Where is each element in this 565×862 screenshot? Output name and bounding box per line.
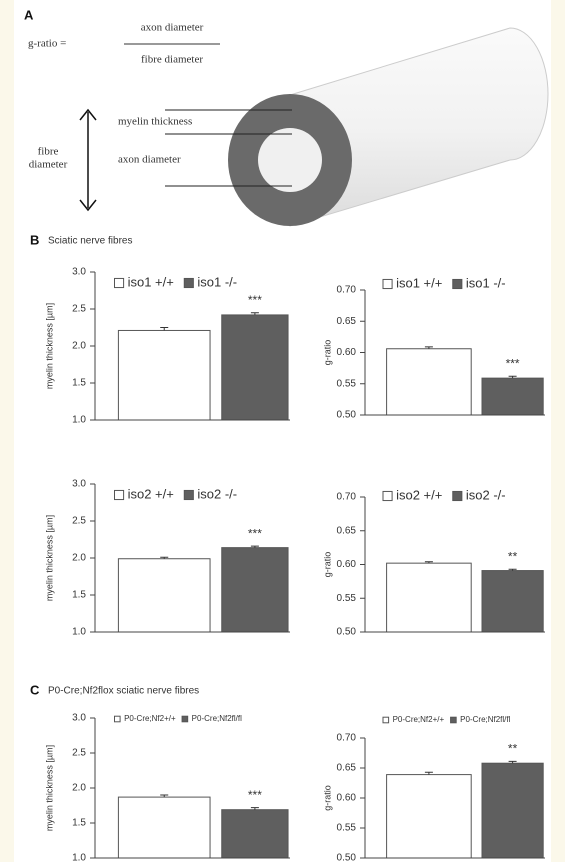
legend-label: iso1 -/-: [466, 275, 506, 290]
y-tick-label: 0.70: [337, 733, 357, 744]
y-tick-label: 0.55: [337, 378, 357, 389]
legend-swatch: [383, 491, 392, 500]
y-tick-label: 0.60: [337, 793, 357, 804]
y-axis-label: g-ratio: [322, 552, 332, 578]
legend-swatch: [453, 279, 462, 288]
legend-label: iso2 +/+: [396, 487, 442, 502]
y-axis-label: myelin thickness [µm]: [44, 515, 54, 601]
panel-label: B: [30, 232, 39, 247]
y-axis-label: myelin thickness [µm]: [44, 303, 54, 389]
legend-swatch: [115, 490, 124, 499]
y-tick-label: 2.5: [72, 516, 86, 527]
legend-swatch: [115, 716, 121, 722]
y-tick-label: 1.0: [72, 853, 86, 862]
significance: ***: [248, 788, 262, 802]
fibre-label: diameter: [29, 159, 68, 171]
panel-title: Sciatic nerve fibres: [48, 236, 132, 247]
significance: **: [508, 549, 518, 563]
y-tick-label: 0.55: [337, 823, 357, 834]
panel-label: A: [24, 7, 34, 22]
y-tick-label: 2.5: [72, 304, 86, 315]
bar: [222, 810, 288, 858]
legend-label: iso2 -/-: [466, 487, 506, 502]
panel-title: P0-Cre;Nf2flox sciatic nerve fibres: [48, 686, 199, 697]
legend-label: iso1 +/+: [396, 275, 442, 290]
bar: [387, 349, 472, 415]
y-tick-label: 3.0: [72, 479, 86, 490]
legend-label: P0-Cre;Nf2+/+: [393, 715, 445, 724]
y-tick-label: 3.0: [72, 267, 86, 278]
y-tick-label: 0.60: [337, 559, 357, 570]
legend-label: iso2 -/-: [197, 486, 237, 501]
y-axis-label: myelin thickness [µm]: [44, 745, 54, 831]
fibre-label: fibre: [38, 146, 59, 158]
formula-denominator: fibre diameter: [141, 54, 203, 66]
bar: [482, 763, 543, 858]
significance: **: [508, 742, 518, 756]
significance: ***: [248, 526, 262, 540]
y-tick-label: 0.60: [337, 347, 357, 358]
legend-swatch: [383, 717, 389, 723]
y-tick-label: 2.0: [72, 783, 86, 794]
y-tick-label: 1.0: [72, 415, 86, 426]
bar: [482, 571, 543, 632]
y-tick-label: 0.70: [337, 492, 357, 503]
y-tick-label: 0.70: [337, 285, 357, 296]
significance: ***: [506, 356, 520, 370]
page: A g-ratio = axon diameter fibre diameter…: [0, 0, 565, 862]
y-tick-label: 3.0: [72, 713, 86, 724]
bar: [482, 378, 543, 415]
bar: [118, 330, 210, 420]
bar: [118, 797, 210, 858]
legend-swatch: [451, 717, 457, 723]
y-tick-label: 0.65: [337, 763, 357, 774]
axon-label: axon diameter: [118, 154, 181, 166]
legend-label: P0-Cre;Nf2fl/fl: [192, 714, 242, 723]
legend-swatch: [184, 278, 193, 287]
legend-label: P0-Cre;Nf2fl/fl: [460, 715, 510, 724]
bar: [387, 563, 472, 632]
panel-label: C: [30, 682, 40, 697]
y-axis-label: g-ratio: [322, 340, 332, 366]
legend-label: iso2 +/+: [128, 486, 174, 501]
legend-swatch: [383, 279, 392, 288]
formula-lhs: g-ratio =: [28, 38, 66, 50]
y-tick-label: 1.5: [72, 590, 86, 601]
axon-core: [258, 128, 322, 192]
y-tick-label: 0.65: [337, 316, 357, 327]
y-axis-label: g-ratio: [322, 785, 332, 811]
y-tick-label: 0.50: [337, 410, 357, 421]
y-tick-label: 1.5: [72, 378, 86, 389]
legend-label: iso1 -/-: [197, 274, 237, 289]
myelin-label: myelin thickness: [118, 116, 192, 128]
figure: A g-ratio = axon diameter fibre diameter…: [0, 0, 565, 862]
y-tick-label: 1.0: [72, 627, 86, 638]
bar: [118, 559, 210, 632]
legend-swatch: [182, 716, 188, 722]
legend-swatch: [115, 278, 124, 287]
y-tick-label: 2.0: [72, 553, 86, 564]
y-tick-label: 0.65: [337, 525, 357, 536]
legend-label: P0-Cre;Nf2+/+: [124, 714, 176, 723]
legend-swatch: [184, 490, 193, 499]
formula-numerator: axon diameter: [141, 22, 204, 34]
legend-label: iso1 +/+: [128, 274, 174, 289]
bar: [387, 775, 472, 858]
y-tick-label: 2.5: [72, 748, 86, 759]
y-tick-label: 0.50: [337, 627, 357, 638]
y-tick-label: 1.5: [72, 818, 86, 829]
y-tick-label: 0.50: [337, 853, 357, 862]
bar: [222, 315, 288, 420]
bar: [222, 548, 288, 632]
significance: ***: [248, 293, 262, 307]
y-tick-label: 2.0: [72, 341, 86, 352]
legend-swatch: [453, 491, 462, 500]
y-tick-label: 0.55: [337, 593, 357, 604]
